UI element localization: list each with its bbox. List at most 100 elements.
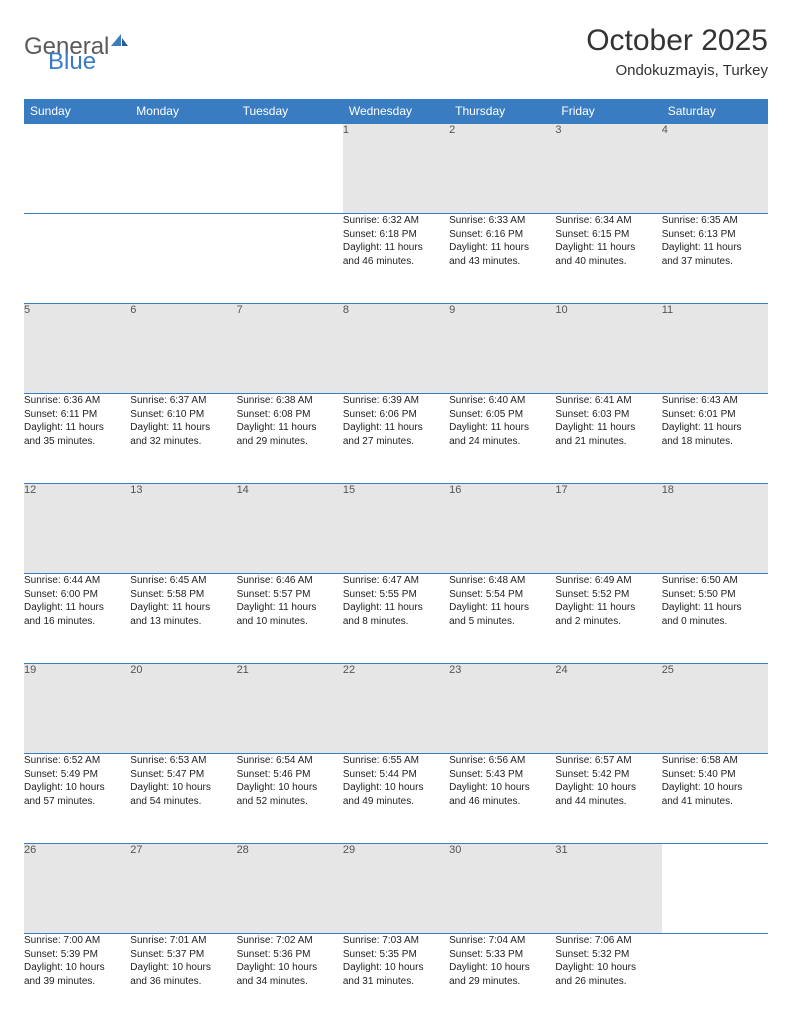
day-content-cell: Sunrise: 6:41 AMSunset: 6:03 PMDaylight:… (555, 394, 661, 484)
sunrise-text: Sunrise: 7:06 AM (555, 934, 661, 948)
sunset-text: Sunset: 6:06 PM (343, 408, 449, 422)
daylight-text-1: Daylight: 10 hours (555, 781, 661, 795)
day-number-cell: 10 (555, 304, 661, 394)
day-content-cell: Sunrise: 6:43 AMSunset: 6:01 PMDaylight:… (662, 394, 768, 484)
daylight-text-1: Daylight: 11 hours (662, 421, 768, 435)
day-number-row: 567891011 (24, 304, 768, 394)
day-content-cell: Sunrise: 6:37 AMSunset: 6:10 PMDaylight:… (130, 394, 236, 484)
daylight-text-2: and 44 minutes. (555, 795, 661, 809)
day-content-cell: Sunrise: 6:40 AMSunset: 6:05 PMDaylight:… (449, 394, 555, 484)
sunrise-text: Sunrise: 6:49 AM (555, 574, 661, 588)
day-number-cell: 20 (130, 664, 236, 754)
daylight-text-2: and 36 minutes. (130, 975, 236, 989)
sunset-text: Sunset: 5:55 PM (343, 588, 449, 602)
daylight-text-1: Daylight: 10 hours (449, 961, 555, 975)
daylight-text-2: and 29 minutes. (237, 435, 343, 449)
sunrise-text: Sunrise: 6:56 AM (449, 754, 555, 768)
sunrise-text: Sunrise: 6:41 AM (555, 394, 661, 408)
day-content-row: Sunrise: 6:44 AMSunset: 6:00 PMDaylight:… (24, 574, 768, 664)
sunrise-text: Sunrise: 6:34 AM (555, 214, 661, 228)
sunset-text: Sunset: 6:11 PM (24, 408, 130, 422)
day-number-cell: 14 (237, 484, 343, 574)
daylight-text-1: Daylight: 10 hours (24, 961, 130, 975)
day-content-cell: Sunrise: 6:46 AMSunset: 5:57 PMDaylight:… (237, 574, 343, 664)
day-content-cell: Sunrise: 7:04 AMSunset: 5:33 PMDaylight:… (449, 934, 555, 1024)
sunset-text: Sunset: 6:00 PM (24, 588, 130, 602)
day-content-cell: Sunrise: 6:57 AMSunset: 5:42 PMDaylight:… (555, 754, 661, 844)
day-number-cell: 25 (662, 664, 768, 754)
sunrise-text: Sunrise: 6:43 AM (662, 394, 768, 408)
day-content-cell: Sunrise: 6:58 AMSunset: 5:40 PMDaylight:… (662, 754, 768, 844)
day-number-cell: 8 (343, 304, 449, 394)
daylight-text-2: and 21 minutes. (555, 435, 661, 449)
day-number-row: 1234 (24, 124, 768, 214)
weekday-header: Thursday (449, 99, 555, 124)
sunset-text: Sunset: 5:58 PM (130, 588, 236, 602)
sunrise-text: Sunrise: 6:54 AM (237, 754, 343, 768)
daylight-text-1: Daylight: 11 hours (555, 421, 661, 435)
day-number-cell: 4 (662, 124, 768, 214)
calendar-table: Sunday Monday Tuesday Wednesday Thursday… (24, 99, 768, 1024)
sunset-text: Sunset: 6:05 PM (449, 408, 555, 422)
day-number-cell: 30 (449, 844, 555, 934)
daylight-text-1: Daylight: 11 hours (343, 241, 449, 255)
daylight-text-1: Daylight: 10 hours (343, 961, 449, 975)
daylight-text-1: Daylight: 11 hours (449, 601, 555, 615)
daylight-text-1: Daylight: 10 hours (237, 961, 343, 975)
daylight-text-2: and 26 minutes. (555, 975, 661, 989)
daylight-text-1: Daylight: 11 hours (343, 601, 449, 615)
daylight-text-1: Daylight: 11 hours (130, 601, 236, 615)
location: Ondokuzmayis, Turkey (586, 62, 768, 79)
sunset-text: Sunset: 5:35 PM (343, 948, 449, 962)
sunset-text: Sunset: 5:47 PM (130, 768, 236, 782)
day-number-cell: 24 (555, 664, 661, 754)
day-content-cell: Sunrise: 6:53 AMSunset: 5:47 PMDaylight:… (130, 754, 236, 844)
daylight-text-1: Daylight: 10 hours (555, 961, 661, 975)
day-content-cell: Sunrise: 6:39 AMSunset: 6:06 PMDaylight:… (343, 394, 449, 484)
day-content-cell: Sunrise: 7:02 AMSunset: 5:36 PMDaylight:… (237, 934, 343, 1024)
day-number-cell: 12 (24, 484, 130, 574)
day-content-cell: Sunrise: 6:32 AMSunset: 6:18 PMDaylight:… (343, 214, 449, 304)
sunrise-text: Sunrise: 7:01 AM (130, 934, 236, 948)
day-content-cell: Sunrise: 6:33 AMSunset: 6:16 PMDaylight:… (449, 214, 555, 304)
daylight-text-2: and 13 minutes. (130, 615, 236, 629)
day-number-row: 262728293031 (24, 844, 768, 934)
daylight-text-2: and 37 minutes. (662, 255, 768, 269)
weekday-header: Sunday (24, 99, 130, 124)
sunrise-text: Sunrise: 6:53 AM (130, 754, 236, 768)
daylight-text-2: and 41 minutes. (662, 795, 768, 809)
sunrise-text: Sunrise: 6:33 AM (449, 214, 555, 228)
sunrise-text: Sunrise: 6:50 AM (662, 574, 768, 588)
sunset-text: Sunset: 5:50 PM (662, 588, 768, 602)
title-block: October 2025 Ondokuzmayis, Turkey (586, 24, 768, 79)
sunset-text: Sunset: 5:54 PM (449, 588, 555, 602)
logo-blue-wrap: Blue (24, 48, 96, 76)
daylight-text-2: and 29 minutes. (449, 975, 555, 989)
day-number-cell: 13 (130, 484, 236, 574)
sunrise-text: Sunrise: 6:38 AM (237, 394, 343, 408)
daylight-text-2: and 54 minutes. (130, 795, 236, 809)
day-content-cell: Sunrise: 7:00 AMSunset: 5:39 PMDaylight:… (24, 934, 130, 1024)
month-title: October 2025 (586, 24, 768, 58)
sunrise-text: Sunrise: 6:45 AM (130, 574, 236, 588)
day-number-cell: 11 (662, 304, 768, 394)
day-number-row: 12131415161718 (24, 484, 768, 574)
weekday-header: Tuesday (237, 99, 343, 124)
day-number-cell: 29 (343, 844, 449, 934)
day-content-cell: Sunrise: 7:01 AMSunset: 5:37 PMDaylight:… (130, 934, 236, 1024)
day-content-cell: Sunrise: 6:44 AMSunset: 6:00 PMDaylight:… (24, 574, 130, 664)
daylight-text-2: and 49 minutes. (343, 795, 449, 809)
daylight-text-2: and 2 minutes. (555, 615, 661, 629)
day-number-cell: 17 (555, 484, 661, 574)
day-number-cell: 3 (555, 124, 661, 214)
daylight-text-1: Daylight: 11 hours (449, 241, 555, 255)
day-number-cell: 1 (343, 124, 449, 214)
daylight-text-2: and 46 minutes. (343, 255, 449, 269)
day-number-cell: 22 (343, 664, 449, 754)
weekday-header: Wednesday (343, 99, 449, 124)
sunrise-text: Sunrise: 6:48 AM (449, 574, 555, 588)
day-content-cell: Sunrise: 6:54 AMSunset: 5:46 PMDaylight:… (237, 754, 343, 844)
daylight-text-1: Daylight: 10 hours (130, 781, 236, 795)
daylight-text-2: and 0 minutes. (662, 615, 768, 629)
logo-text-blue: Blue (48, 48, 96, 75)
